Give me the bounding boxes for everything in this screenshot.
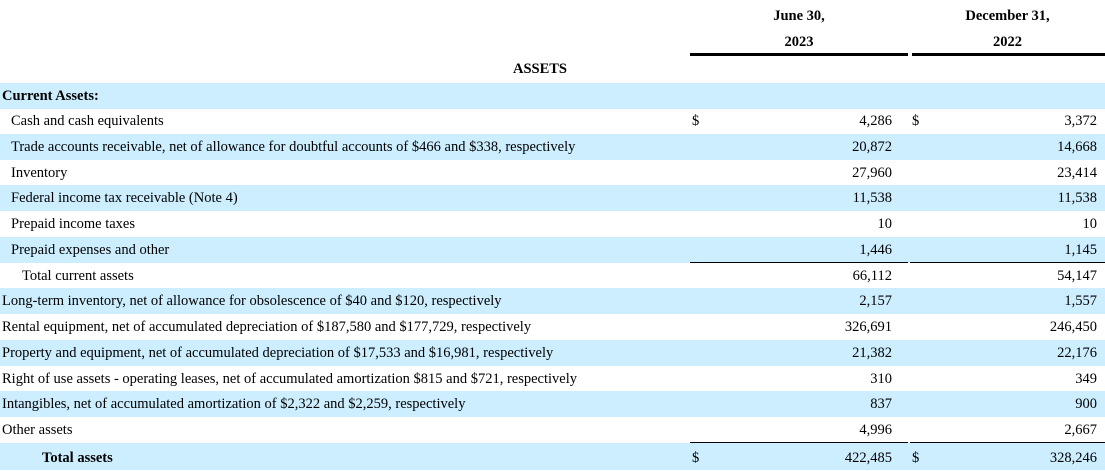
value-2023: 1,446 [859,242,892,258]
value-2023: 20,872 [852,139,892,155]
value-2023: 4,996 [859,422,892,438]
table-row-subtotal: Total current assets 66,112 54,147 [0,263,1105,289]
current-assets-heading: Current Assets: [2,88,99,104]
table-row: Other assets 4,996 2,667 [0,417,1105,443]
value-2023: 21,382 [852,345,892,361]
table-row: Property and equipment, net of accumulat… [0,340,1105,366]
col-header-june-line1: June 30, [773,8,825,24]
value-2023: 422,485 [844,450,892,466]
value-2022: 246,450 [1049,319,1097,335]
value-2022: 1,145 [1064,242,1097,258]
value-2022: 3,372 [1064,113,1097,129]
value-2022: 23,414 [1057,165,1097,181]
table-row: Federal income tax receivable (Note 4) 1… [0,185,1105,211]
col-header-december-line2: 2022 [993,34,1022,50]
value-2022: 11,538 [1057,190,1097,206]
section-title: ASSETS [512,61,567,77]
currency-symbol: $ [912,450,920,466]
table-row: Long-term inventory, net of allowance fo… [0,288,1105,314]
value-2022: 349 [1075,371,1097,387]
value-2023: 2,157 [859,293,892,309]
value-2022: 14,668 [1057,139,1097,155]
row-label: Total assets [42,450,113,466]
table-row: Inventory 27,960 23,414 [0,160,1105,186]
row-label: Long-term inventory, net of allowance fo… [2,293,502,309]
value-2022: 328,246 [1049,450,1097,466]
row-label: Prepaid expenses and other [11,242,170,258]
value-2022: 900 [1075,396,1097,412]
value-2022: 10 [1082,216,1098,232]
value-2022: 54,147 [1057,268,1097,284]
header-rule-col2 [912,53,1105,56]
row-label: Federal income tax receivable (Note 4) [11,190,238,206]
currency-symbol: $ [692,450,700,466]
col-header-june-line2: 2023 [784,34,814,50]
row-label: Other assets [2,422,73,438]
row-label: Trade accounts receivable, net of allowa… [11,139,576,155]
row-label: Property and equipment, net of accumulat… [2,345,554,361]
row-label: Inventory [11,165,68,181]
value-2023: 11,538 [852,190,892,206]
table-row: Cash and cash equivalents $4,286 $3,372 [0,108,1105,134]
row-label: Cash and cash equivalents [11,113,164,129]
value-2023: 27,960 [852,165,892,181]
table-row-total: Total assets $422,485 $328,246 [0,443,1105,470]
row-label: Prepaid income taxes [11,216,136,232]
row-label: Total current assets [22,268,134,284]
currency-symbol: $ [912,113,920,129]
table-row: Trade accounts receivable, net of allowa… [0,134,1105,160]
value-2023: 10 [877,216,893,232]
table-row: Rental equipment, net of accumulated dep… [0,314,1105,340]
value-2023: 326,691 [844,319,892,335]
value-2023: 310 [870,371,892,387]
col-header-december-line1: December 31, [965,8,1050,24]
row-label: Rental equipment, net of accumulated dep… [2,319,532,335]
value-2023: 4,286 [859,113,892,129]
table-row: Intangibles, net of accumulated amortiza… [0,391,1105,417]
value-2022: 1,557 [1064,293,1097,309]
value-2022: 22,176 [1057,345,1097,361]
table-row-heading: Current Assets: [0,83,1105,109]
value-2023: 837 [870,396,892,412]
table-row: Prepaid income taxes 10 10 [0,211,1105,237]
header-rule-col1 [690,53,908,56]
table-row: Prepaid expenses and other 1,446 1,145 [0,237,1105,263]
row-label: Intangibles, net of accumulated amortiza… [2,396,466,412]
currency-symbol: $ [692,113,700,129]
value-2022: 2,667 [1064,422,1097,438]
table-row: Right of use assets - operating leases, … [0,366,1105,392]
value-2023: 66,112 [852,268,892,284]
row-label: Right of use assets - operating leases, … [2,371,577,387]
